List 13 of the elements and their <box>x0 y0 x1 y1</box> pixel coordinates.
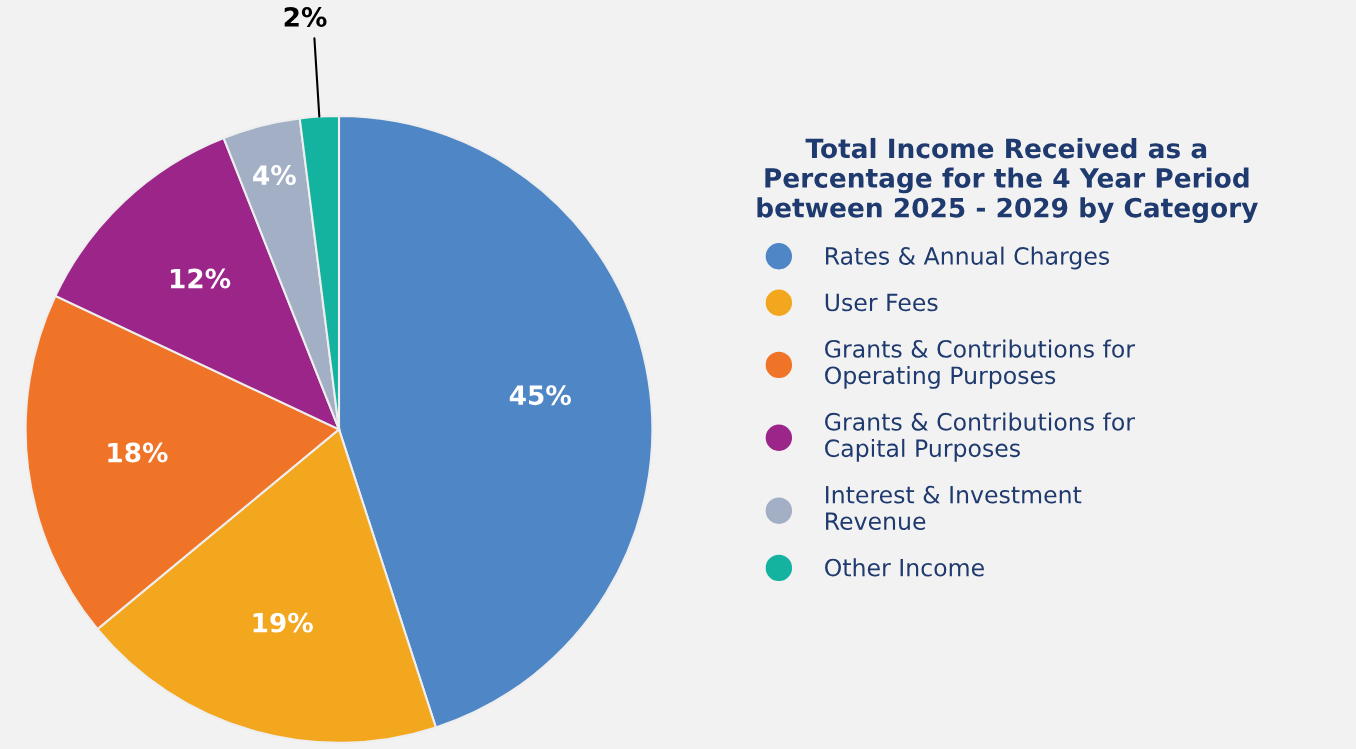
legend-label: Other Income <box>825 558 984 577</box>
legend-title: Total Income Received as a Percentage for the 4 Year Period between 2025 - 2029 by Category <box>757 137 1258 223</box>
legend-label: Rates & Annual Charges <box>826 246 1110 270</box>
data-label: 18% <box>108 442 168 463</box>
legend-label: Grants & Contributions for Operating Purposes <box>825 339 1136 389</box>
data-label: 4% <box>253 165 296 186</box>
data-label: 45% <box>509 385 571 406</box>
data-label: 2% <box>284 7 327 27</box>
legend-label: User Fees <box>825 293 938 312</box>
legend-label: Interest & Investment Revenue <box>826 485 1082 531</box>
data-label: 19% <box>253 612 313 633</box>
legend-label: Grants & Contributions for Capital Purposes <box>825 412 1136 462</box>
data-label: 12% <box>170 268 231 289</box>
